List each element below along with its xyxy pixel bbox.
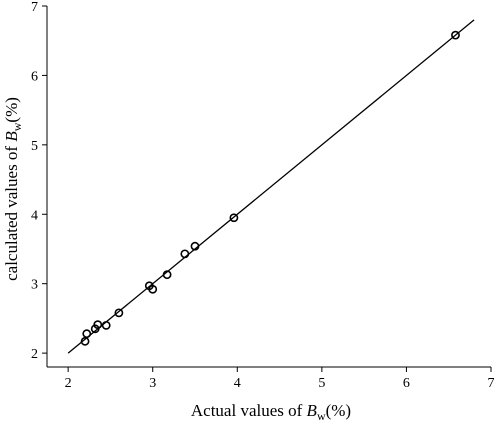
ticks: 2 3 4 5 6 7 2 3 4 5 6 7 bbox=[31, 0, 495, 391]
data-point-12 bbox=[451, 30, 460, 40]
y-tick-label-2: 2 bbox=[31, 347, 38, 362]
x-tick-label-5: 5 bbox=[318, 376, 325, 391]
y-tick-label-5: 5 bbox=[31, 139, 38, 154]
data-point-9 bbox=[180, 249, 190, 259]
data-point-8 bbox=[162, 270, 172, 280]
data-points bbox=[80, 30, 460, 346]
x-tick-label-4: 4 bbox=[234, 376, 241, 391]
x-tick-label-3: 3 bbox=[149, 376, 156, 391]
y-tick-label-3: 3 bbox=[31, 278, 38, 293]
x-tick-label-7: 7 bbox=[488, 376, 495, 391]
fit-line bbox=[67, 19, 475, 354]
axes bbox=[46, 6, 491, 368]
y-axis-title: calculated values of Bw(%) bbox=[2, 97, 24, 281]
data-point-1 bbox=[82, 329, 92, 339]
y-tick-label-4: 4 bbox=[31, 208, 38, 223]
x-tick-label-6: 6 bbox=[403, 376, 410, 391]
y-tick-label-6: 6 bbox=[31, 69, 38, 84]
data-point-5 bbox=[114, 308, 124, 318]
data-point-3 bbox=[93, 320, 103, 330]
x-axis-title: Actual values of Bw(%) bbox=[191, 401, 351, 423]
y-tick-label-7: 7 bbox=[31, 0, 38, 15]
data-point-4 bbox=[101, 320, 111, 330]
data-point-10 bbox=[190, 241, 200, 251]
data-point-11 bbox=[229, 213, 239, 223]
data-point-7 bbox=[148, 284, 158, 294]
x-tick-label-2: 2 bbox=[65, 376, 72, 391]
fit-line-group bbox=[67, 19, 475, 354]
